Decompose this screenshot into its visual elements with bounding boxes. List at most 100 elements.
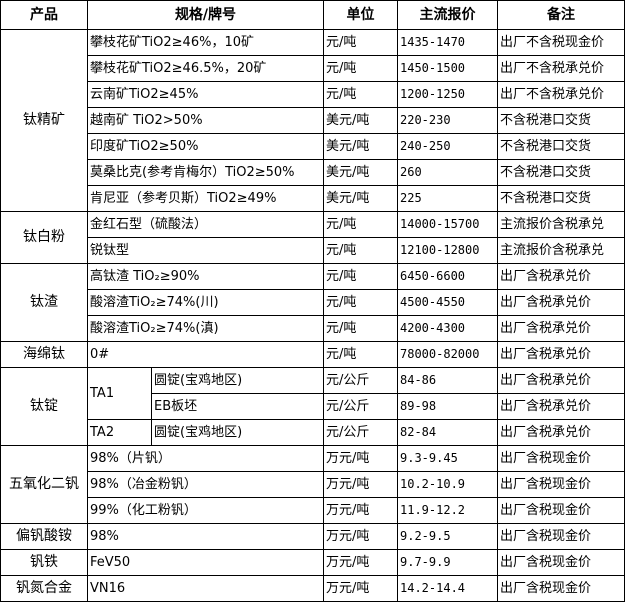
- note-cell: 出厂含税承兑价: [497, 341, 625, 368]
- spec-cell: 攀枝花矿TiO2≥46%，10矿: [87, 29, 324, 56]
- note-cell: 主流报价含税承兑: [497, 237, 625, 264]
- unit-cell: 万元/吨: [323, 497, 398, 524]
- product-cell: 钛渣: [0, 263, 88, 342]
- table-row: 偏钒酸铵 98% 万元/吨 9.2-9.5 出厂含税现金价: [0, 523, 625, 550]
- note-cell: 不含税港口交货: [497, 107, 625, 134]
- spec-cell: 98%（冶金粉钒）: [87, 471, 324, 498]
- table-row: 越南矿 TiO2>50% 美元/吨 220-230 不含税港口交货: [1, 107, 625, 134]
- spec-cell: 圆锭(宝鸡地区): [151, 367, 324, 394]
- note-cell: 出厂含税承兑价: [497, 289, 625, 316]
- spec-cell: 98%（片钒）: [87, 445, 324, 472]
- unit-cell: 元/吨: [323, 55, 398, 82]
- note-cell: 出厂含税现金价: [497, 471, 625, 498]
- price-cell: 9.7-9.9: [397, 549, 498, 576]
- unit-cell: 元/吨: [323, 315, 398, 342]
- spec-cell: 酸溶渣TiO₂≥74%(滇): [87, 315, 324, 342]
- price-cell: 9.3-9.45: [397, 445, 498, 472]
- table-row: 钒铁 FeV50 万元/吨 9.7-9.9 出厂含税现金价: [0, 549, 625, 576]
- note-cell: 不含税港口交货: [497, 133, 625, 160]
- unit-cell: 美元/吨: [323, 133, 398, 160]
- price-cell: 1200-1250: [397, 81, 498, 108]
- table-row: 海绵钛 0# 元/吨 78000-82000 出厂含税承兑价: [0, 341, 625, 368]
- product-cell: 五氧化二钒: [0, 445, 88, 524]
- unit-cell: 元/吨: [323, 263, 398, 290]
- note-cell: 出厂不含税现金价: [497, 29, 625, 56]
- unit-cell: 万元/吨: [323, 445, 398, 472]
- spec-cell: 99%（化工粉钒）: [87, 497, 324, 524]
- unit-cell: 元/吨: [323, 237, 398, 264]
- price-cell: 10.2-10.9: [397, 471, 498, 498]
- unit-cell: 万元/吨: [323, 523, 398, 550]
- note-cell: 出厂含税承兑价: [497, 419, 625, 446]
- spec-cell: 锐钛型: [87, 237, 324, 264]
- spec-cell: 肯尼亚（参考贝斯）TiO2≥49%: [87, 185, 324, 212]
- spec-cell: 越南矿 TiO2>50%: [87, 107, 324, 134]
- price-cell: 89-98: [397, 393, 498, 420]
- spec-cell: 金红石型（硫酸法）: [87, 211, 324, 238]
- table-body: 钛精矿 攀枝花矿TiO2≥46%，10矿 元/吨 1435-1470 出厂不含税现金价攀…: [0, 29, 625, 602]
- note-cell: 出厂不含税承兑价: [497, 55, 625, 82]
- price-cell: 260: [397, 159, 498, 186]
- product-cell: 偏钒酸铵: [0, 523, 88, 550]
- table-row: 肯尼亚（参考贝斯）TiO2≥49% 美元/吨 225 不含税港口交货: [1, 185, 625, 212]
- header-note: 备注: [497, 0, 625, 30]
- note-cell: 不含税港口交货: [497, 185, 625, 212]
- unit-cell: 元/公斤: [323, 419, 398, 446]
- unit-cell: 元/吨: [323, 289, 398, 316]
- table-row: 99%（化工粉钒） 万元/吨 11.9-12.2 出厂含税现金价: [1, 497, 625, 524]
- price-cell: 84-86: [397, 367, 498, 394]
- unit-cell: 元/吨: [323, 81, 398, 108]
- table-row: 酸溶渣TiO₂≥74%(川) 元/吨 4500-4550 出厂含税承兑价: [1, 289, 625, 316]
- note-cell: 主流报价含税承兑: [497, 211, 625, 238]
- unit-cell: 元/公斤: [323, 367, 398, 394]
- note-cell: 出厂含税现金价: [497, 549, 625, 576]
- price-cell: 9.2-9.5: [397, 523, 498, 550]
- unit-cell: 元/吨: [323, 341, 398, 368]
- table-row: EB板坯 元/公斤 89-98 出厂含税承兑价: [1, 393, 625, 420]
- product-cell: 钛白粉: [0, 211, 88, 264]
- spec-cell: VN16: [87, 575, 324, 602]
- spec-cell: 高钛渣 TiO₂≥90%: [87, 263, 324, 290]
- table-row: 98%（冶金粉钒） 万元/吨 10.2-10.9 出厂含税现金价: [1, 471, 625, 498]
- price-cell: 1435-1470: [397, 29, 498, 56]
- table-row: 莫桑比克(参考肯梅尔）TiO2≥50% 美元/吨 260 不含税港口交货: [1, 159, 625, 186]
- header-unit: 单位: [323, 0, 398, 30]
- price-cell: 1450-1500: [397, 55, 498, 82]
- note-cell: 出厂含税承兑价: [497, 367, 625, 394]
- note-cell: 出厂含税承兑价: [497, 315, 625, 342]
- header-spec: 规格/牌号: [87, 0, 324, 30]
- note-cell: 出厂不含税承兑价: [497, 81, 625, 108]
- table-row: 锐钛型 元/吨 12100-12800 主流报价含税承兑: [1, 237, 625, 264]
- price-cell: 14.2-14.4: [397, 575, 498, 602]
- note-cell: 出厂含税现金价: [497, 497, 625, 524]
- price-cell: 11.9-12.2: [397, 497, 498, 524]
- spec-cell: 0#: [87, 341, 324, 368]
- product-cell: 钒铁: [0, 549, 88, 576]
- table-row: 酸溶渣TiO₂≥74%(滇) 元/吨 4200-4300 出厂含税承兑价: [1, 315, 625, 342]
- table-row: 五氧化二钒 98%（片钒） 万元/吨 9.3-9.45 出厂含税现金价: [0, 445, 625, 524]
- note-cell: 出厂含税现金价: [497, 523, 625, 550]
- table-row: 钛精矿 攀枝花矿TiO2≥46%，10矿 元/吨 1435-1470 出厂不含税现金价: [0, 29, 625, 212]
- note-cell: 出厂含税现金价: [497, 575, 625, 602]
- unit-cell: 万元/吨: [323, 471, 398, 498]
- spec-cell: FeV50: [87, 549, 324, 576]
- unit-cell: 美元/吨: [323, 159, 398, 186]
- price-cell: 78000-82000: [397, 341, 498, 368]
- product-cell: 海绵钛: [0, 341, 88, 368]
- price-cell: 225: [397, 185, 498, 212]
- table-row: 钛白粉 金红石型（硫酸法） 元/吨 14000-15700 主流报价含税承兑: [0, 211, 625, 264]
- table-row: TA2 圆锭(宝鸡地区) 元/公斤 82-84 出厂含税承兑价: [1, 419, 625, 446]
- unit-cell: 元/吨: [323, 29, 398, 56]
- price-cell: 220-230: [397, 107, 498, 134]
- spec-cell: 莫桑比克(参考肯梅尔）TiO2≥50%: [87, 159, 324, 186]
- price-cell: 14000-15700: [397, 211, 498, 238]
- grade-cell: TA1: [87, 367, 152, 420]
- spec-cell: EB板坯: [151, 393, 324, 420]
- header-price: 主流报价: [397, 0, 498, 30]
- note-cell: 出厂含税承兑价: [497, 263, 625, 290]
- unit-cell: 万元/吨: [323, 575, 398, 602]
- unit-cell: 美元/吨: [323, 185, 398, 212]
- unit-cell: 万元/吨: [323, 549, 398, 576]
- price-cell: 12100-12800: [397, 237, 498, 264]
